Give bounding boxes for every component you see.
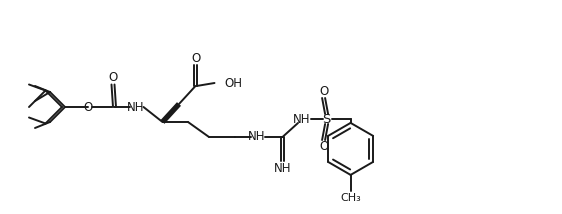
- Text: O: O: [319, 85, 328, 98]
- Text: S: S: [323, 113, 331, 125]
- Text: CH₃: CH₃: [340, 193, 361, 203]
- Text: O: O: [191, 52, 200, 64]
- Text: NH: NH: [293, 113, 311, 125]
- Text: OH: OH: [224, 76, 242, 89]
- Text: O: O: [83, 101, 92, 113]
- Text: O: O: [319, 141, 328, 153]
- Text: O: O: [108, 71, 117, 84]
- Text: NH: NH: [248, 131, 266, 144]
- Text: NH: NH: [274, 162, 291, 175]
- Text: NH: NH: [127, 101, 144, 113]
